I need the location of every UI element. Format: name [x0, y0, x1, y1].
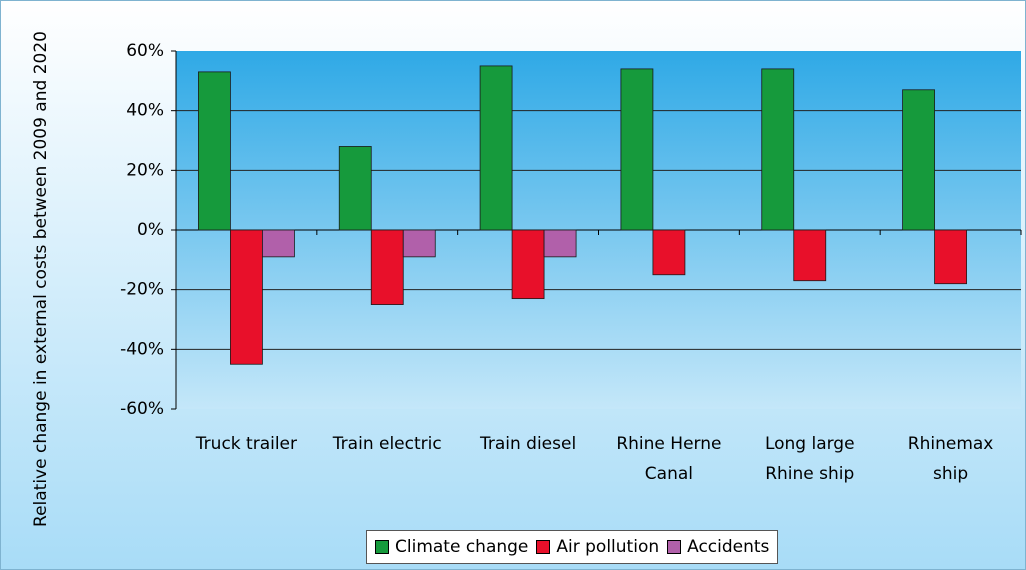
- y-tick-label: 20%: [126, 160, 164, 180]
- x-tick-label: Rhine Herne Canal: [616, 434, 722, 484]
- legend-item: Air pollution: [536, 537, 659, 557]
- y-tick-label: -20%: [120, 280, 164, 300]
- x-tick-label: Rhinemax ship: [907, 434, 994, 484]
- x-tick-label: Truck trailer: [195, 434, 298, 454]
- bar: [262, 229, 295, 258]
- y-tick-label: 60%: [126, 41, 164, 61]
- legend-item: Accidents: [667, 537, 769, 557]
- y-axis-label: Relative change in external costs betwee…: [31, 31, 51, 527]
- bar: [479, 65, 513, 231]
- bar: [230, 229, 263, 365]
- bar: [198, 71, 231, 231]
- bar: [543, 229, 577, 258]
- legend-item: Climate change: [375, 537, 528, 557]
- y-tick-label: -60%: [120, 399, 164, 419]
- bar: [370, 229, 404, 305]
- legend-label: Air pollution: [556, 537, 660, 557]
- legend-label: Accidents: [687, 537, 770, 557]
- bar: [402, 229, 436, 258]
- legend-swatch: [536, 540, 551, 554]
- legend-swatch: [375, 540, 389, 554]
- bar: [511, 229, 545, 300]
- bar: [793, 229, 827, 282]
- bar: [934, 229, 967, 285]
- bar: [902, 89, 935, 231]
- bar: [652, 229, 686, 276]
- bar: [338, 146, 372, 231]
- y-tick-label: 40%: [126, 101, 164, 121]
- x-tick-label: Train electric: [332, 434, 442, 454]
- bar: [620, 68, 654, 231]
- x-tick-label: Long large Rhine ship: [764, 434, 855, 484]
- bar: [761, 68, 795, 231]
- legend-swatch: [667, 540, 682, 554]
- y-tick-label: -40%: [120, 339, 164, 359]
- x-tick-label: Train diesel: [479, 434, 577, 454]
- legend: Climate change Air pollution Accidents: [366, 530, 779, 564]
- legend-label: Climate change: [395, 537, 529, 557]
- y-tick-label: 0%: [137, 220, 164, 240]
